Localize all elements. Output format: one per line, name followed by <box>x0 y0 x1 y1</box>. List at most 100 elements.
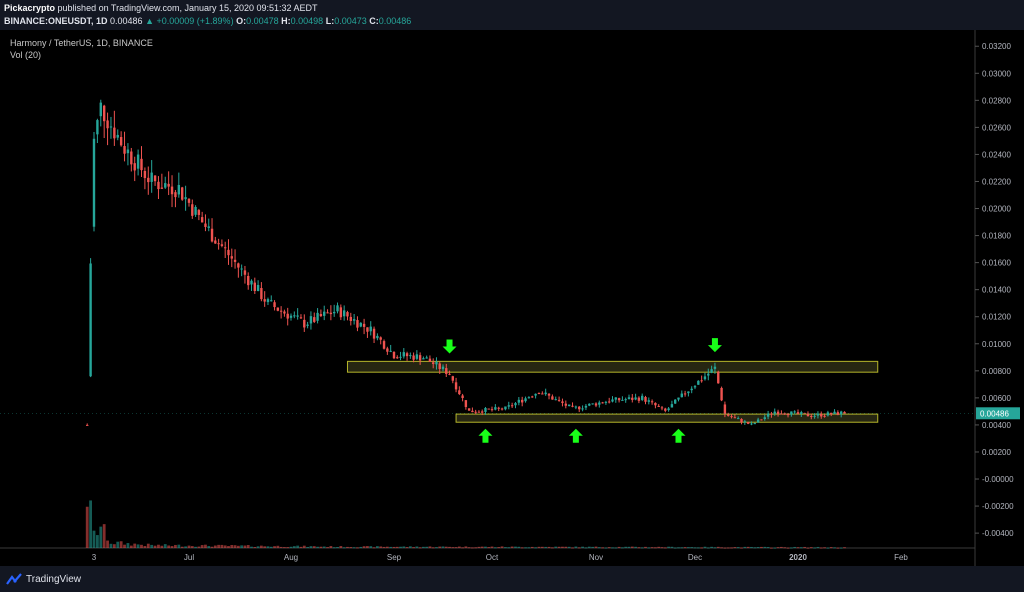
arrow-up-icon <box>671 428 686 443</box>
volume-bar <box>654 547 657 549</box>
candle-body <box>654 402 657 406</box>
volume-bar <box>650 547 654 549</box>
volume-bar <box>843 547 846 549</box>
candle-body <box>574 406 578 408</box>
volume-bar <box>246 545 250 548</box>
candle-body <box>564 403 568 406</box>
volume-bar <box>571 547 574 549</box>
volume-bar <box>700 547 704 549</box>
candle-body <box>382 341 386 349</box>
candle-body <box>346 312 349 317</box>
volume-bar <box>194 546 197 548</box>
candle-body <box>412 355 415 360</box>
candle-body <box>441 366 445 370</box>
volume-group <box>85 500 846 549</box>
candle-body <box>418 355 422 361</box>
volume-bar <box>204 544 207 548</box>
volume-bar <box>574 546 578 548</box>
candle-body <box>126 149 130 154</box>
candle-body <box>617 398 621 401</box>
candle-body <box>697 380 700 385</box>
candle-body <box>760 419 763 421</box>
volume-bar <box>236 545 240 548</box>
volume-bar <box>126 543 130 548</box>
candle-body <box>157 181 160 190</box>
volume-bar <box>763 546 767 548</box>
candle-body <box>571 405 574 407</box>
candle-body <box>544 392 547 395</box>
volume-bar <box>753 547 757 549</box>
candle-body <box>514 403 517 406</box>
volume-bar <box>607 547 611 549</box>
volume-bar <box>550 547 554 549</box>
price-tick-label: 0.00400 <box>982 421 1011 430</box>
candle-body <box>820 413 823 417</box>
volume-bar <box>190 546 194 548</box>
volume-bar <box>584 547 588 549</box>
volume-bar <box>399 546 402 548</box>
volume-indicator-label[interactable]: Vol (20) <box>10 50 42 60</box>
candle-body <box>816 413 820 416</box>
price-tick-label: 0.02400 <box>982 150 1011 159</box>
candle-body <box>181 187 184 200</box>
price-chart[interactable]: 0.03200 0.03000 0.02800 0.02600 0.02400 0.022… <box>0 30 1024 566</box>
volume-bar <box>240 545 244 548</box>
candle-body <box>567 404 571 407</box>
volume-bar <box>428 546 432 548</box>
candle-body <box>624 399 627 401</box>
candle-body <box>136 154 140 169</box>
volume-bar <box>809 547 813 549</box>
candle-body <box>296 315 299 317</box>
arrow-up-icon <box>478 428 493 443</box>
candle-body <box>730 416 733 418</box>
volume-bar <box>604 547 608 549</box>
support-zone <box>455 413 879 423</box>
volume-bar <box>223 545 227 548</box>
volume-bar <box>269 546 273 548</box>
volume-bar <box>217 544 221 548</box>
price-tick-label: 0.03000 <box>982 69 1011 78</box>
time-tick-label: 3 <box>92 553 97 562</box>
volume-bar <box>263 546 267 548</box>
author-name[interactable]: Pickacrypto <box>4 3 56 13</box>
volume-bar <box>467 547 471 549</box>
volume-bar <box>279 546 283 548</box>
candle-body <box>402 352 405 357</box>
volume-bar <box>349 547 353 549</box>
candle-body <box>507 405 510 407</box>
candle-body <box>690 388 693 391</box>
volume-bar <box>540 546 544 548</box>
volume-bar <box>839 547 843 549</box>
volume-bar <box>534 547 538 549</box>
volume-bar <box>256 546 260 548</box>
volume-bar <box>477 546 481 548</box>
candle-body <box>670 404 674 408</box>
candle-body <box>790 411 793 415</box>
volume-bar <box>119 541 123 548</box>
volume-bar <box>660 547 664 549</box>
volume-bar <box>385 546 389 548</box>
open-value: 0.00478 <box>246 16 279 26</box>
candle-body <box>634 397 637 400</box>
price-tick-label: 0.01600 <box>982 259 1011 268</box>
candle-body <box>766 413 770 417</box>
volume-bar <box>730 547 733 549</box>
volume-bar <box>786 547 790 549</box>
volume-bar <box>359 546 363 548</box>
candle-body <box>86 424 89 426</box>
brand-label: TradingView <box>26 573 82 585</box>
candle-body <box>826 412 830 416</box>
volume-bar <box>750 546 753 548</box>
candle-body <box>102 105 106 122</box>
volume-bar <box>299 546 303 548</box>
candle-body <box>833 411 836 415</box>
tradingview-brand[interactable]: TradingView <box>6 573 81 585</box>
volume-bar <box>389 546 393 548</box>
candle-body <box>650 401 654 403</box>
candle-body <box>223 247 227 249</box>
footer-bar: TradingView <box>0 566 1024 592</box>
publish-info: published on TradingView.com, January 15… <box>57 3 318 13</box>
candle-body <box>266 299 270 303</box>
candle-body <box>428 358 432 362</box>
candle-body <box>770 413 773 415</box>
